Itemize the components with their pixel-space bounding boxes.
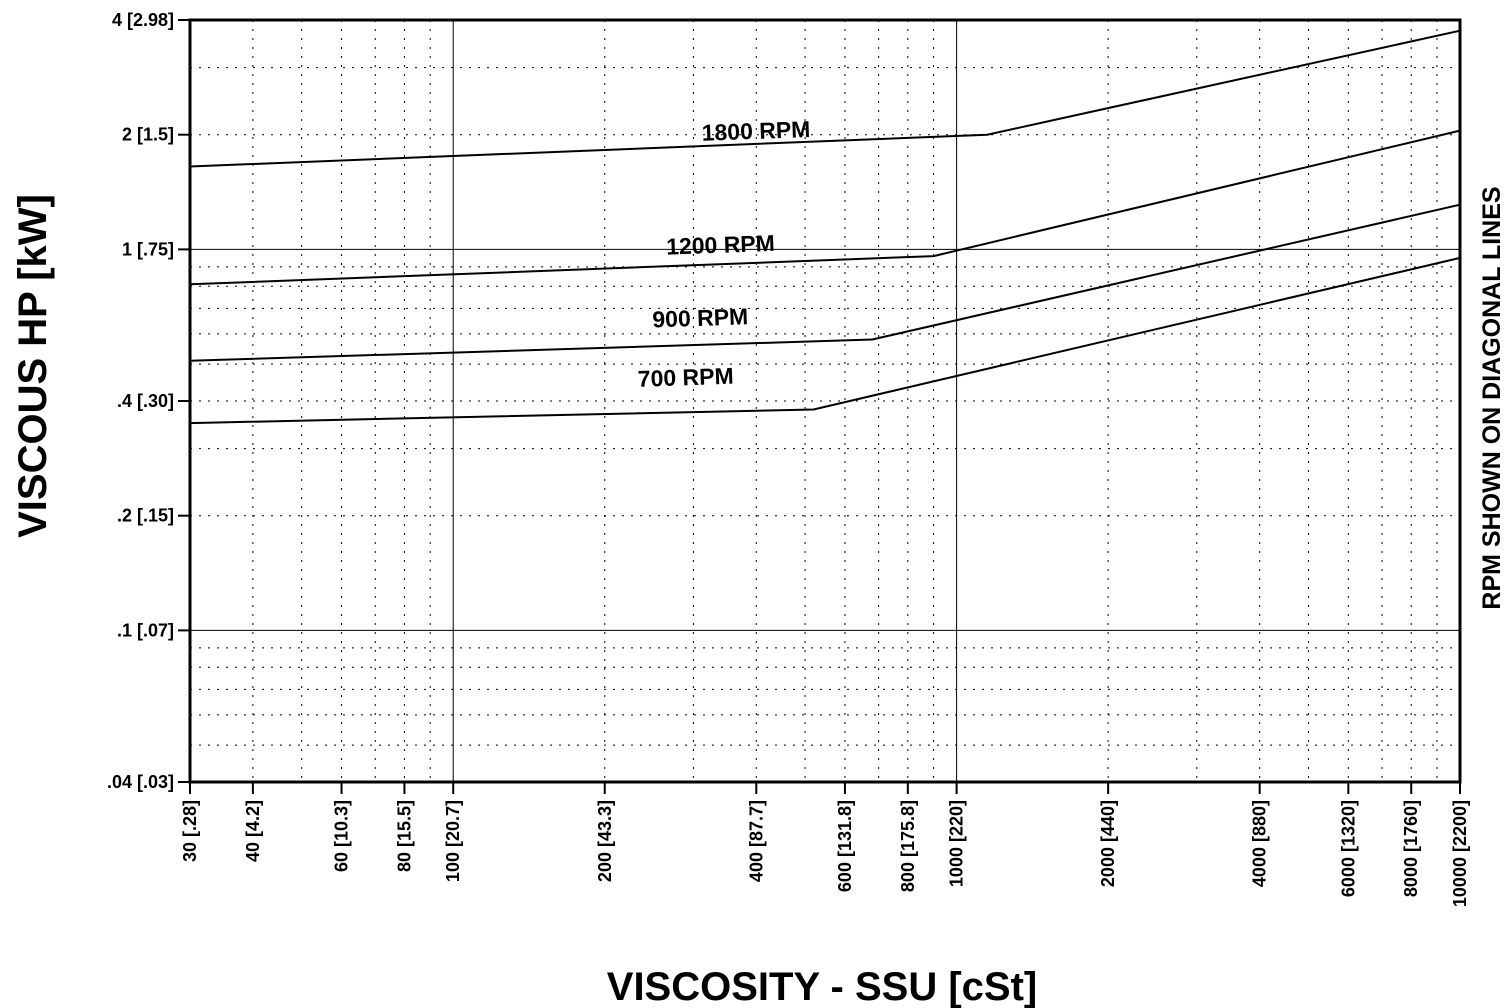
x-axis-title: VISCOSITY - SSU [cSt] [607,965,1037,1008]
x-tick-label: 8000 [1760] [1401,800,1421,897]
y-tick-label: 2 [1.5] [122,125,174,145]
y-tick-label: 1 [.75] [122,239,174,259]
x-tick-label: 800 [175.8] [898,800,918,892]
x-tick-label: 30 [.28] [180,800,200,862]
x-tick-label: 400 [87.7] [746,800,766,882]
series-label: 900 RPM [652,303,749,332]
x-tick-label: 200 [43.3] [595,800,615,882]
major-grid [190,20,1460,782]
series-labels: 1800 RPM 1200 RPM 900 RPM 700 RPM [637,116,810,392]
y-tick-label: .04 [.03] [107,772,174,792]
series-line [189,203,1461,362]
right-axis-note: RPM SHOWN ON DIAGONAL LINES [1478,186,1506,609]
series-line [189,256,1461,425]
x-tick-label: 80 [15.5] [394,800,414,872]
y-axis-title: VISCOUS HP [kW] [11,194,55,538]
series-label: 1200 RPM [666,230,776,260]
x-axis-ticks: 30 [.28] 40 [4.2] 60 [10.3] 80 [15.5] 100 [2… [180,782,1470,907]
series-label: 700 RPM [637,363,734,392]
series-layer [189,29,1461,425]
x-tick-label: 600 [131.8] [835,800,855,892]
y-axis-ticks: 4 [2.98] 2 [1.5] 1 [.75] .4 [.30] .2 [.15] .1… [107,10,190,792]
series-line [189,29,1461,168]
y-tick-label: .2 [.15] [117,506,174,526]
y-tick-label: 4 [2.98] [112,10,174,30]
x-tick-label: 4000 [880] [1250,800,1270,887]
x-tick-label: 6000 [1320] [1338,800,1358,897]
x-tick-label: 60 [10.3] [332,800,352,872]
y-tick-label: .1 [.07] [117,620,174,640]
y-tick-label: .4 [.30] [117,391,174,411]
x-tick-label: 100 [20.7] [443,800,463,882]
series-label: 1800 RPM [701,116,811,146]
series-line [189,129,1461,286]
x-tick-label: 10000 [2200] [1450,800,1470,907]
x-tick-label: 2000 [440] [1098,800,1118,887]
x-tick-label: 1000 [220] [947,800,967,887]
x-tick-label: 40 [4.2] [243,800,263,862]
minor-grid [190,20,1460,782]
